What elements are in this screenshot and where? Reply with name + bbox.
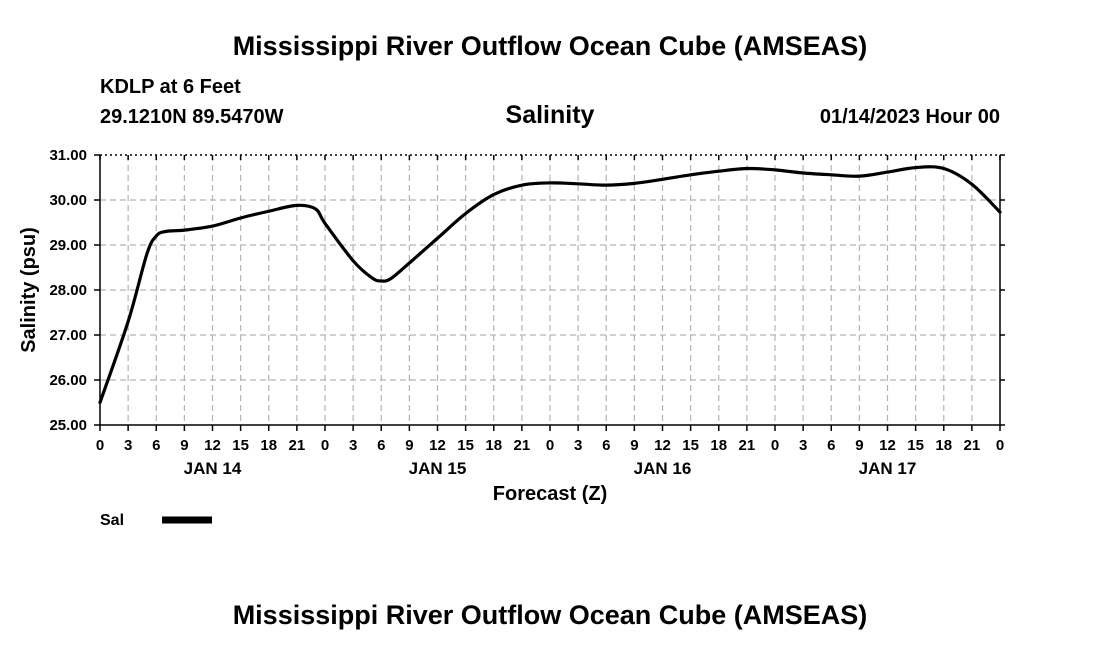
- page-title: Mississippi River Outflow Ocean Cube (AM…: [232, 31, 868, 61]
- x-tick-label: 15: [232, 437, 249, 454]
- grid: [100, 155, 1000, 425]
- day-label: JAN 14: [184, 459, 242, 478]
- day-label: JAN 17: [859, 459, 917, 478]
- y-tick-label: 27.00: [49, 327, 87, 344]
- x-tick-label: 12: [204, 437, 221, 454]
- y-tick-label: 26.00: [49, 372, 87, 389]
- axes: [94, 154, 1005, 431]
- x-tick-label: 21: [964, 437, 981, 454]
- x-tick-label: 9: [180, 437, 188, 454]
- x-tick-label: 18: [935, 437, 952, 454]
- x-tick-label: 0: [321, 437, 329, 454]
- x-tick-label: 3: [799, 437, 807, 454]
- y-tick-label: 28.00: [49, 282, 87, 299]
- day-label: JAN 15: [409, 459, 467, 478]
- x-tick-label: 21: [514, 437, 531, 454]
- x-tick-label: 21: [739, 437, 756, 454]
- x-tick-label: 12: [429, 437, 446, 454]
- x-tick-label: 15: [457, 437, 474, 454]
- y-tick-label: 29.00: [49, 237, 87, 254]
- coordinates-label: 29.1210N 89.5470W: [100, 106, 284, 128]
- series-line-sal: [98, 165, 1002, 405]
- chart-title: Salinity: [505, 101, 595, 129]
- y-tick-label: 30.00: [49, 192, 87, 209]
- x-axis-title: Forecast (Z): [493, 483, 607, 505]
- datetime-label: 01/14/2023 Hour 00: [819, 106, 1000, 128]
- x-tick-label: 15: [682, 437, 699, 454]
- series-layer: [98, 165, 1002, 405]
- x-tick-label: 21: [289, 437, 306, 454]
- x-tick-label: 18: [710, 437, 727, 454]
- axis-labels: 0 3 6 9 12 15 18 21 0 3 6 9 12 15 18 21 0 3 6 9 12 15 18 21 0 3 6 9…: [18, 147, 1004, 505]
- x-tick-label: 6: [602, 437, 610, 454]
- x-tick-label: 12: [879, 437, 896, 454]
- x-tick-label: 6: [377, 437, 385, 454]
- legend-label: Sal: [100, 512, 124, 529]
- x-tick-label: 6: [827, 437, 835, 454]
- x-tick-label: 9: [855, 437, 863, 454]
- x-tick-label: 0: [96, 437, 104, 454]
- x-tick-label: 0: [546, 437, 554, 454]
- x-tick-label: 9: [630, 437, 638, 454]
- y-axis-title: Salinity (psu): [18, 227, 40, 353]
- x-tick-label: 3: [574, 437, 582, 454]
- x-tick-label: 9: [405, 437, 413, 454]
- x-tick-label: 0: [996, 437, 1004, 454]
- footer-title: Mississippi River Outflow Ocean Cube (AM…: [232, 600, 868, 630]
- x-tick-label: 15: [907, 437, 924, 454]
- station-label: KDLP at 6 Feet: [100, 76, 241, 98]
- legend: Sal: [100, 512, 212, 529]
- x-tick-label: 3: [124, 437, 132, 454]
- x-tick-label: 6: [152, 437, 160, 454]
- x-tick-label: 3: [349, 437, 357, 454]
- y-tick-label: 25.00: [49, 417, 87, 434]
- x-tick-label: 12: [654, 437, 671, 454]
- x-tick-label: 18: [260, 437, 277, 454]
- x-tick-label: 18: [485, 437, 502, 454]
- x-tick-label: 0: [771, 437, 779, 454]
- y-tick-label: 31.00: [49, 147, 87, 164]
- day-label: JAN 16: [634, 459, 692, 478]
